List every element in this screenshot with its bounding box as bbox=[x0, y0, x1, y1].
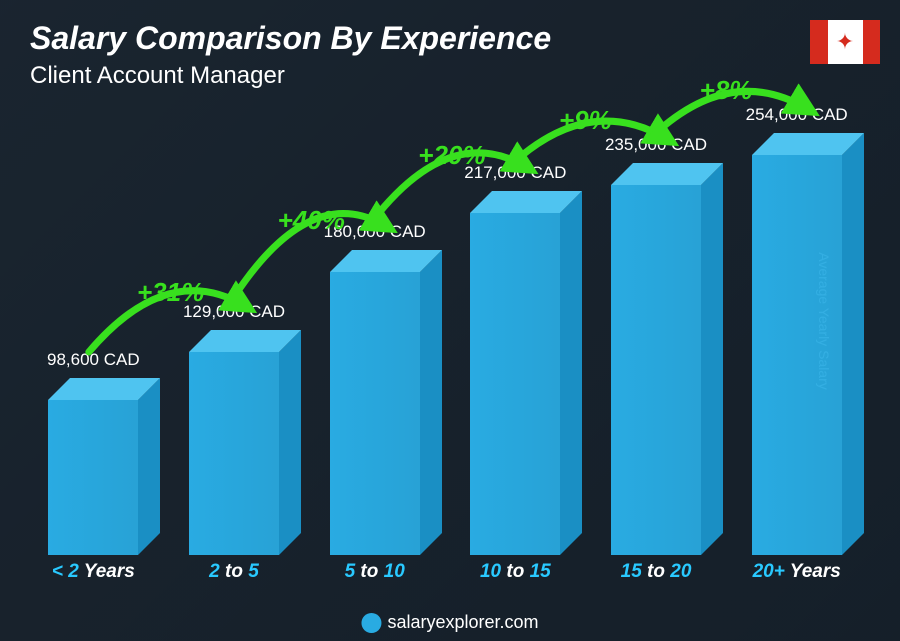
growth-pct-label: +8% bbox=[700, 75, 753, 106]
bar-x-label: 20+ Years bbox=[753, 561, 841, 583]
bar-x-label: 15 to 20 bbox=[621, 561, 692, 583]
bar: 254,000 CAD bbox=[752, 155, 842, 555]
bar-value-label: 98,600 CAD bbox=[23, 350, 163, 370]
chart-area: 98,600 CAD< 2 Years129,000 CAD2 to 5180,… bbox=[30, 111, 860, 581]
bars-container: 98,600 CAD< 2 Years129,000 CAD2 to 5180,… bbox=[30, 115, 860, 555]
growth-pct-label: +31% bbox=[137, 277, 204, 308]
bar-x-label: 5 to 10 bbox=[345, 561, 405, 583]
canada-flag-icon: ✦ bbox=[810, 20, 880, 64]
bar-value-label: 235,000 CAD bbox=[586, 135, 726, 155]
infographic-canvas: Salary Comparison By Experience Client A… bbox=[0, 0, 900, 641]
bar: 235,000 CAD bbox=[611, 185, 701, 555]
bar-value-label: 254,000 CAD bbox=[727, 105, 867, 125]
bar: 98,600 CAD bbox=[48, 400, 138, 555]
chart-title: Salary Comparison By Experience bbox=[30, 20, 551, 57]
bar: 217,000 CAD bbox=[470, 213, 560, 555]
bar-slot: 217,000 CAD10 to 15 bbox=[452, 213, 579, 555]
chart-subtitle: Client Account Manager bbox=[30, 62, 285, 90]
brand-dot-icon bbox=[361, 613, 381, 633]
bar-x-label: < 2 Years bbox=[52, 561, 135, 583]
footer-text: salaryexplorer.com bbox=[387, 612, 538, 633]
growth-pct-label: +20% bbox=[418, 140, 485, 171]
bar-slot: 129,000 CAD2 to 5 bbox=[171, 352, 298, 555]
bar-x-label: 2 to 5 bbox=[209, 561, 259, 583]
bar-slot: 180,000 CAD5 to 10 bbox=[311, 272, 438, 555]
growth-pct-label: +9% bbox=[559, 105, 612, 136]
bar: 180,000 CAD bbox=[330, 272, 420, 555]
bar-x-label: 10 to 15 bbox=[480, 561, 551, 583]
bar: 129,000 CAD bbox=[189, 352, 279, 555]
bar-slot: 254,000 CAD20+ Years bbox=[733, 155, 860, 555]
growth-pct-label: +40% bbox=[278, 205, 345, 236]
footer-brand: salaryexplorer.com bbox=[361, 612, 538, 633]
bar-slot: 98,600 CAD< 2 Years bbox=[30, 400, 157, 555]
bar-slot: 235,000 CAD15 to 20 bbox=[593, 185, 720, 555]
